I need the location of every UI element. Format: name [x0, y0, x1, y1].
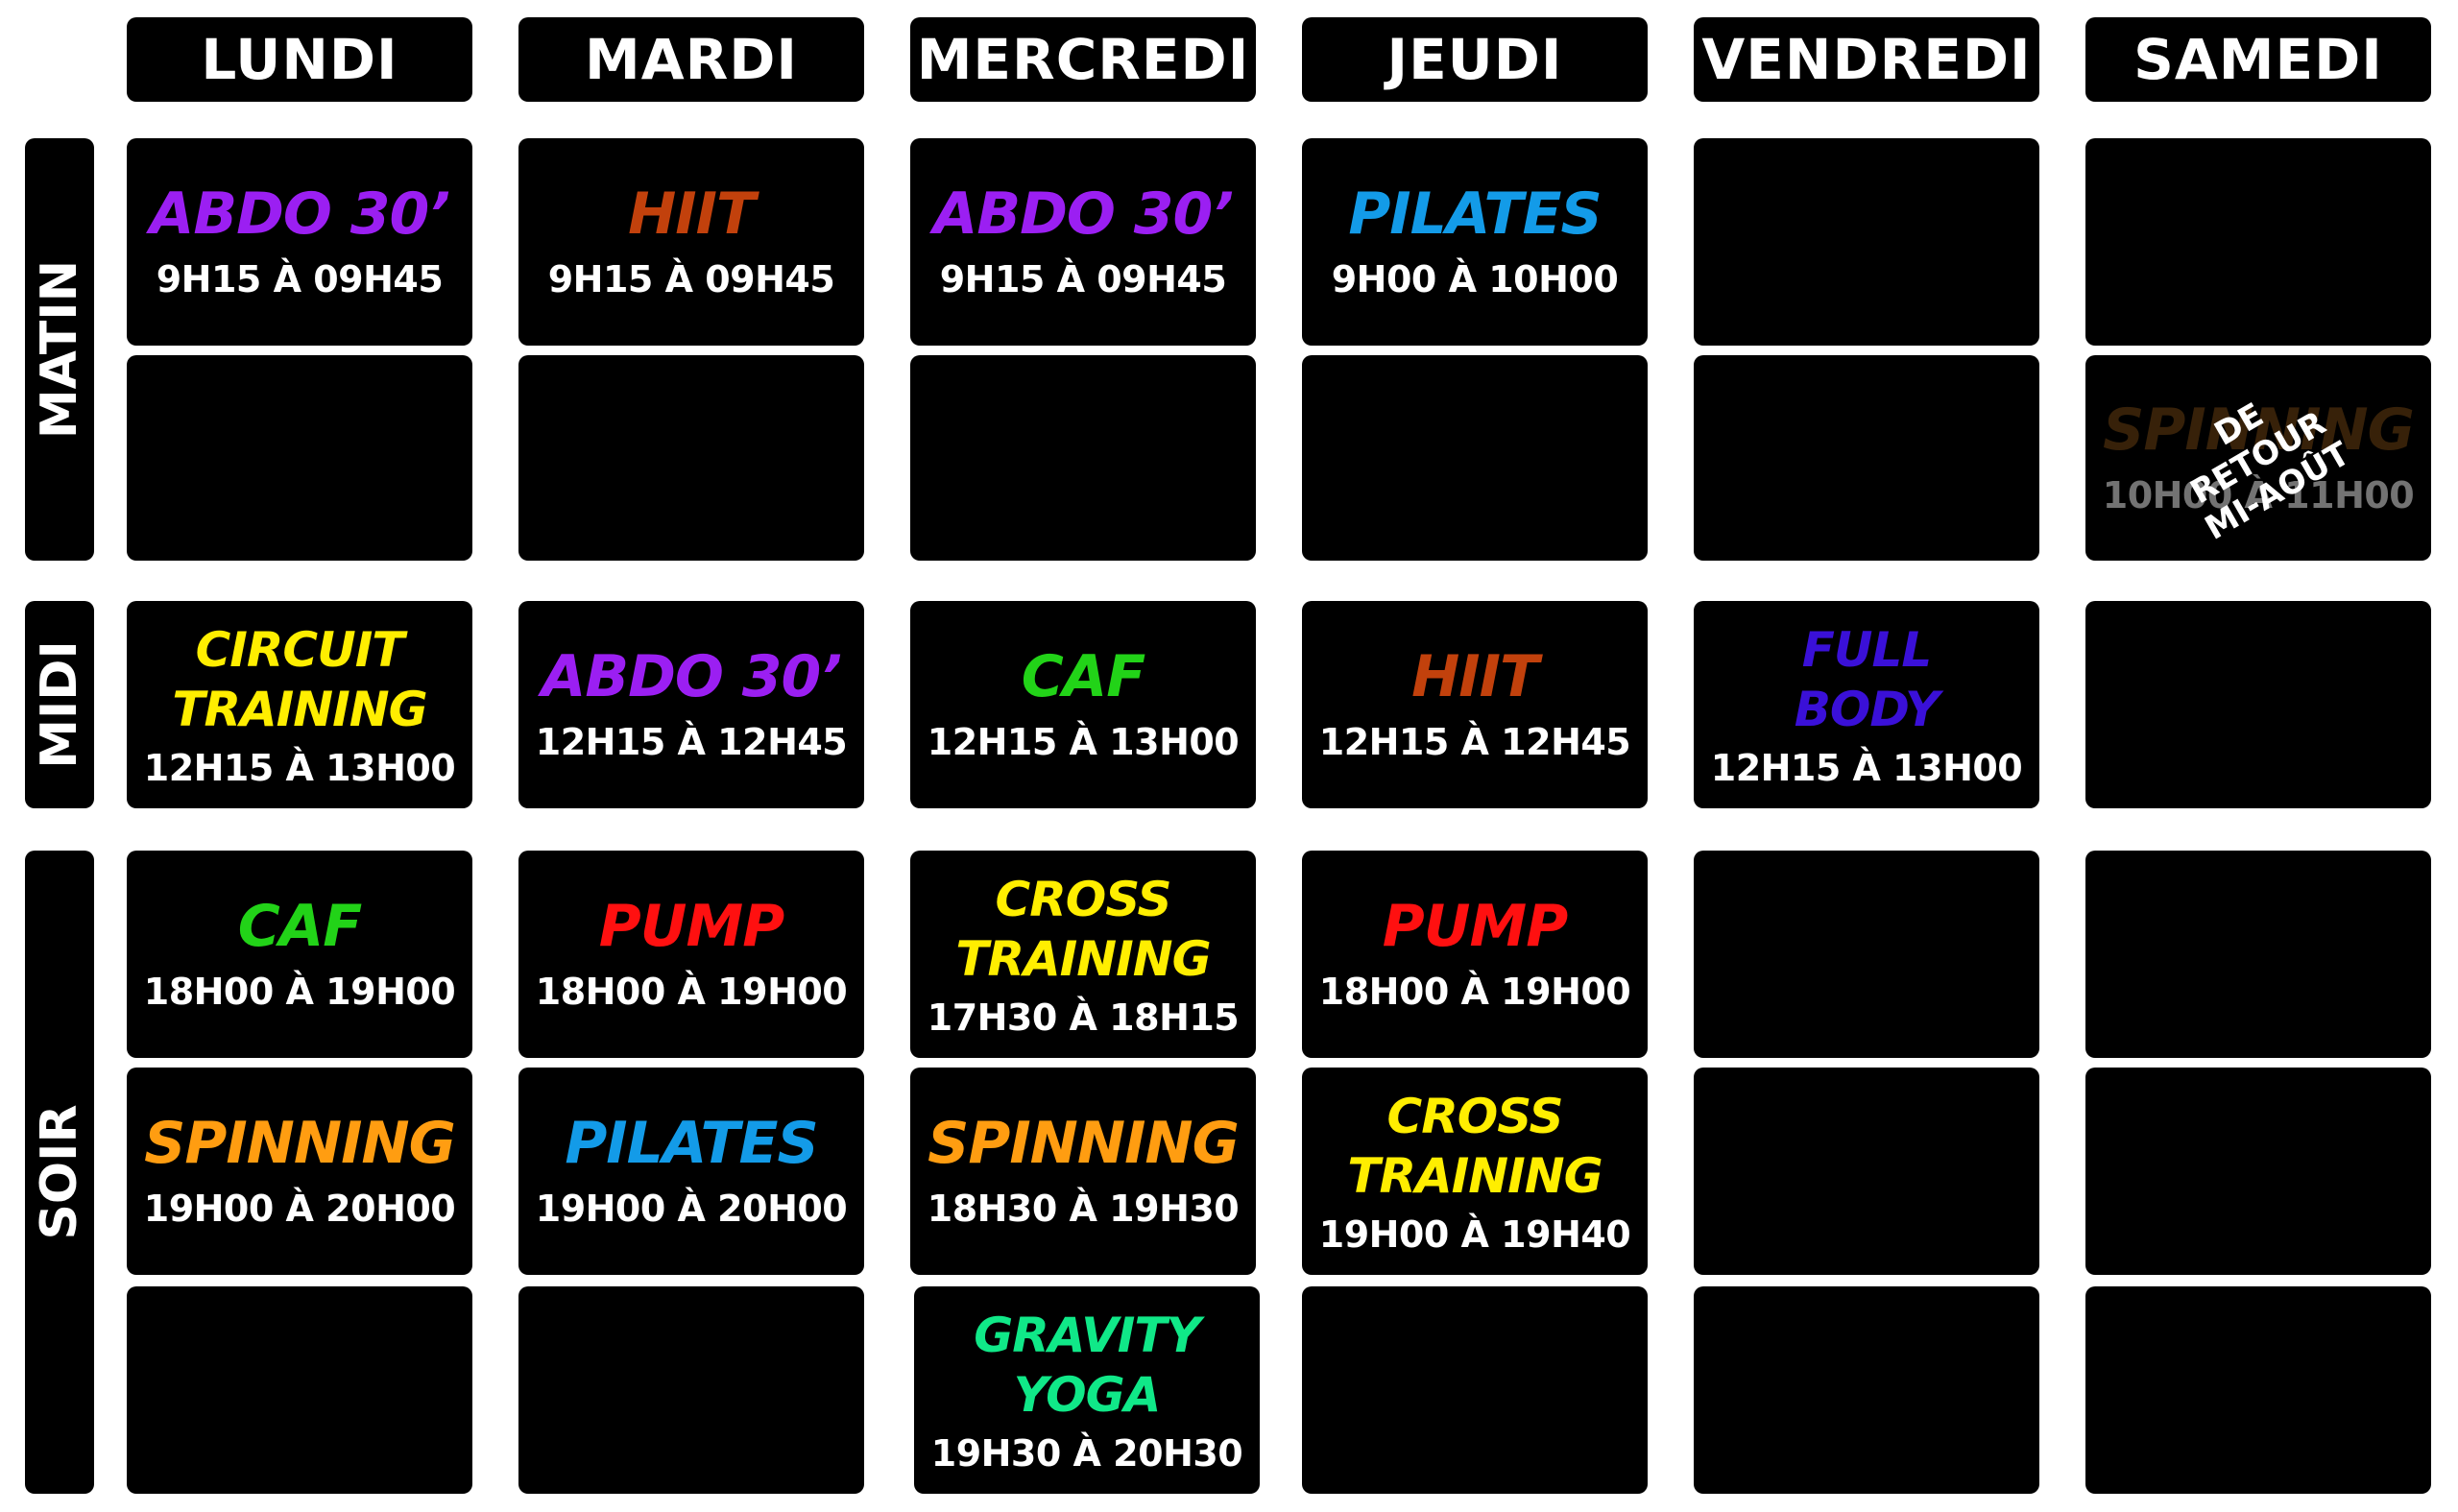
slot-mardi-matin-2 [518, 355, 864, 561]
class-name: ABDO 30’ [541, 643, 842, 710]
day-header-vendredi: VENDREDI [1694, 17, 2039, 102]
period-midi-text: MIDI [31, 640, 88, 769]
slot-jeudi-matin-1[interactable]: PILATES 9H00 À 10H00 [1302, 138, 1648, 346]
class-time: 18H00 À 19H00 [535, 971, 848, 1013]
period-soir-text: SOIR [31, 1104, 88, 1240]
slot-lundi-matin-1[interactable]: ABDO 30’ 9H15 À 09H45 [127, 138, 472, 346]
class-time: 19H00 À 20H00 [535, 1188, 848, 1230]
slot-lundi-soir-1[interactable]: CAF 18H00 À 19H00 [127, 851, 472, 1058]
class-time: 19H00 À 20H00 [143, 1188, 456, 1230]
slot-samedi-matin-2[interactable]: SPINNING 10H00 À 11H00 DE RETOUR MI-AOÛT [2085, 355, 2431, 561]
class-time: 17H30 À 18H15 [927, 996, 1240, 1039]
class-name: PUMP [598, 893, 784, 960]
slot-samedi-midi [2085, 601, 2431, 808]
class-name: GRAVITY YOGA [974, 1308, 1200, 1423]
slot-mercredi-soir-2[interactable]: SPINNING 18H30 À 19H30 [910, 1068, 1256, 1275]
day-header-lundi: LUNDI [127, 17, 472, 102]
period-label-matin: MATIN [25, 138, 94, 561]
day-header-samedi: SAMEDI [2085, 17, 2431, 102]
class-name: HIIT [1411, 643, 1539, 710]
slot-mardi-midi[interactable]: ABDO 30’ 12H15 À 12H45 [518, 601, 864, 808]
slot-vendredi-matin-1 [1694, 138, 2039, 346]
slot-mardi-soir-3 [518, 1286, 864, 1494]
class-name: ABDO 30’ [932, 180, 1234, 248]
slot-mardi-matin-1[interactable]: HIIT 9H15 À 09H45 [518, 138, 864, 346]
class-name: HIIT [628, 180, 756, 248]
slot-jeudi-midi[interactable]: HIIT 12H15 À 12H45 [1302, 601, 1648, 808]
class-name: CAF [237, 893, 362, 960]
class-time: 12H15 À 12H45 [1318, 721, 1631, 763]
slot-samedi-soir-3 [2085, 1286, 2431, 1494]
slot-mardi-soir-2[interactable]: PILATES 19H00 À 20H00 [518, 1068, 864, 1275]
class-name: CAF [1021, 643, 1145, 710]
slot-samedi-soir-1 [2085, 851, 2431, 1058]
slot-mardi-soir-1[interactable]: PUMP 18H00 À 19H00 [518, 851, 864, 1058]
class-time: 19H00 À 19H40 [1318, 1213, 1631, 1256]
class-name: PUMP [1382, 893, 1568, 960]
slot-vendredi-midi[interactable]: FULL BODY 12H15 À 13H00 [1694, 601, 2039, 808]
class-name: PILATES [1348, 180, 1602, 248]
class-name: CROSS TRAINING [955, 872, 1211, 987]
class-name: CIRCUIT TRAINING [172, 622, 427, 737]
slot-vendredi-soir-2 [1694, 1068, 2039, 1275]
slot-jeudi-soir-2[interactable]: CROSS TRAINING 19H00 À 19H40 [1302, 1068, 1648, 1275]
slot-vendredi-soir-3 [1694, 1286, 2039, 1494]
class-time: 9H00 À 10H00 [1331, 258, 1619, 300]
slot-lundi-midi[interactable]: CIRCUIT TRAINING 12H15 À 13H00 [127, 601, 472, 808]
class-time: 18H00 À 19H00 [143, 971, 456, 1013]
slot-jeudi-soir-1[interactable]: PUMP 18H00 À 19H00 [1302, 851, 1648, 1058]
class-name: PILATES [565, 1110, 818, 1177]
slot-samedi-soir-2 [2085, 1068, 2431, 1275]
slot-jeudi-soir-3 [1302, 1286, 1648, 1494]
class-time: 10H00 À 11H00 [2102, 474, 2415, 516]
slot-vendredi-soir-1 [1694, 851, 2039, 1058]
class-name: SPINNING [928, 1110, 1240, 1177]
period-matin-text: MATIN [31, 259, 88, 440]
day-header-jeudi: JEUDI [1302, 17, 1648, 102]
slot-mercredi-matin-1[interactable]: ABDO 30’ 9H15 À 09H45 [910, 138, 1256, 346]
class-time: 9H15 À 09H45 [939, 258, 1227, 300]
class-time: 12H15 À 13H00 [927, 721, 1240, 763]
class-time: 12H15 À 13H00 [143, 747, 456, 789]
day-header-mercredi: MERCREDI [910, 17, 1256, 102]
period-label-midi: MIDI [25, 601, 94, 808]
slot-lundi-soir-2[interactable]: SPINNING 19H00 À 20H00 [127, 1068, 472, 1275]
class-name: SPINNING [2103, 396, 2415, 464]
slot-mercredi-midi[interactable]: CAF 12H15 À 13H00 [910, 601, 1256, 808]
slot-mercredi-soir-1[interactable]: CROSS TRAINING 17H30 À 18H15 [910, 851, 1256, 1058]
class-time: 19H30 À 20H30 [930, 1432, 1243, 1475]
class-time: 9H15 À 09H45 [547, 258, 835, 300]
slot-jeudi-matin-2 [1302, 355, 1648, 561]
class-name: CROSS TRAINING [1347, 1089, 1603, 1204]
slot-vendredi-matin-2 [1694, 355, 2039, 561]
class-time: 18H30 À 19H30 [927, 1188, 1240, 1230]
period-label-soir: SOIR [25, 851, 94, 1494]
slot-mercredi-soir-3[interactable]: GRAVITY YOGA 19H30 À 20H30 [914, 1286, 1260, 1494]
class-time: 12H15 À 12H45 [535, 721, 848, 763]
class-name: SPINNING [144, 1110, 456, 1177]
class-name: ABDO 30’ [149, 180, 450, 248]
slot-lundi-matin-2 [127, 355, 472, 561]
day-header-mardi: MARDI [518, 17, 864, 102]
class-name: FULL BODY [1794, 622, 1940, 737]
return-notice-overlay: DE RETOUR MI-AOÛT [2183, 396, 2357, 548]
class-time: 9H15 À 09H45 [156, 258, 444, 300]
class-time: 12H15 À 13H00 [1710, 747, 2023, 789]
slot-lundi-soir-3 [127, 1286, 472, 1494]
slot-mercredi-matin-2 [910, 355, 1256, 561]
class-time: 18H00 À 19H00 [1318, 971, 1631, 1013]
slot-samedi-matin-1 [2085, 138, 2431, 346]
